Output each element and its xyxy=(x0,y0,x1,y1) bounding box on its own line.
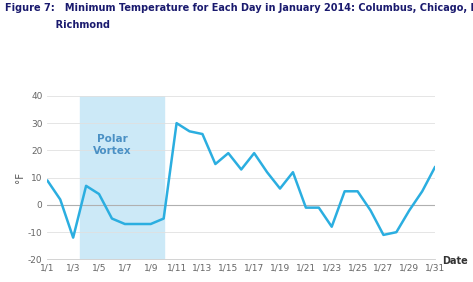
Text: Polar
Vortex: Polar Vortex xyxy=(93,134,131,156)
Text: Richmond: Richmond xyxy=(5,20,110,30)
Y-axis label: °F: °F xyxy=(15,172,25,183)
Text: Figure 7:   Minimum Temperature for Each Day in January 2014: Columbus, Chicago,: Figure 7: Minimum Temperature for Each D… xyxy=(5,3,473,13)
Bar xyxy=(79,96,164,259)
Text: Date: Date xyxy=(442,256,468,266)
